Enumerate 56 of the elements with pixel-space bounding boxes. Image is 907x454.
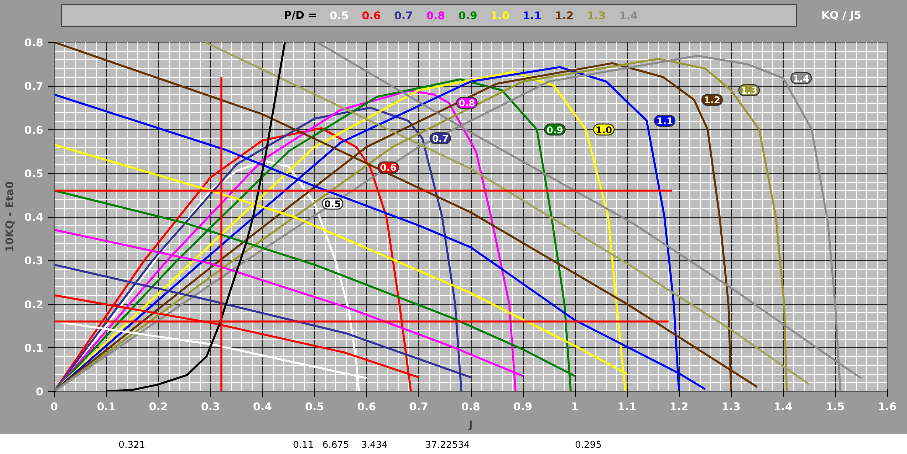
y-tick-label: 0.7 — [24, 80, 44, 94]
line-series — [204, 42, 810, 386]
series-label: 0.7 — [432, 134, 449, 145]
y-tick-label: 0.5 — [24, 167, 44, 180]
y-tick-label: 0 — [36, 386, 44, 398]
text: 6.675 — [322, 440, 350, 451]
x-axis-title: J — [468, 418, 473, 432]
y-tick-label: 0.2 — [24, 298, 44, 312]
y-axis-title: 10KQ - Eta0 — [4, 182, 17, 252]
x-tick-label: 0.2 — [149, 400, 168, 414]
text: 0.7 — [394, 10, 414, 22]
x-tick-label: 0.9 — [514, 400, 533, 414]
x-tick-label: 0.4 — [253, 400, 272, 414]
text: KQ / J5 — [822, 9, 862, 22]
text: 0.8 — [426, 10, 446, 22]
y-tick-label: 0.4 — [24, 211, 44, 224]
text: 3.434 — [361, 440, 388, 451]
series-label: 0.5 — [324, 199, 342, 210]
x-tick-label: 1.3 — [722, 400, 741, 414]
text: 0.6 — [362, 10, 382, 22]
x-tick-label: 1 — [571, 400, 579, 414]
series-label: 0.6 — [380, 163, 397, 174]
x-tick-label: 0 — [50, 400, 58, 414]
x-tick-label: 0.1 — [97, 400, 116, 414]
text: 0.295 — [575, 440, 602, 451]
x-tick-label: 1.2 — [670, 400, 689, 414]
series-label: 1.0 — [596, 125, 613, 136]
text: 0.5 — [330, 10, 349, 22]
x-tick-label: 0.6 — [357, 400, 376, 414]
series-label: 0.8 — [458, 98, 476, 110]
y-tick-label: 0.6 — [24, 124, 44, 137]
text: 1.2 — [555, 10, 574, 22]
text: 0.9 — [458, 10, 478, 22]
y-tick-label: 0.3 — [24, 254, 44, 268]
x-tick-label: 0.5 — [305, 400, 324, 414]
legend-title: P/D = — [284, 9, 318, 22]
text: 1.3 — [587, 10, 606, 22]
x-tick-label: 1.4 — [774, 400, 793, 414]
series-label: 1.1 — [656, 116, 674, 128]
series-label: 1.2 — [704, 96, 721, 107]
x-tick-label: 1.5 — [826, 400, 845, 414]
series-label: 1.3 — [741, 86, 758, 97]
x-tick-label: 1.6 — [878, 400, 897, 414]
text: 37.22534 — [426, 440, 470, 451]
text: 1.1 — [522, 10, 542, 22]
x-tick-label: 0.8 — [462, 400, 480, 414]
x-tick-label: 1.1 — [618, 400, 637, 414]
text: 1.0 — [490, 10, 510, 22]
y-tick-label: 0.1 — [24, 342, 44, 355]
series-label: 1.4 — [793, 74, 810, 85]
y-tick-label: 0.8 — [24, 36, 44, 50]
text: 0.11 — [293, 440, 314, 451]
x-tick-label: 0.7 — [410, 400, 428, 414]
text: 0.321 — [118, 440, 146, 451]
series-label: 0.9 — [546, 125, 564, 136]
x-tick-label: 0.3 — [201, 400, 220, 414]
